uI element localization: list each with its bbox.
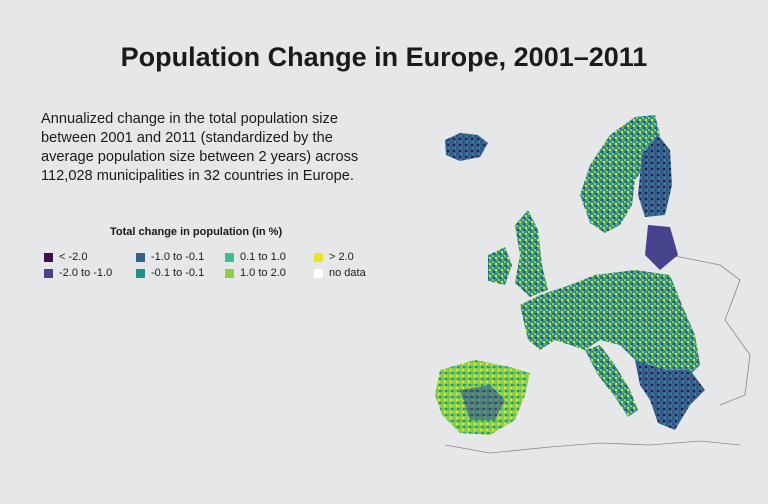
italy <box>585 345 638 417</box>
legend: < -2.0 -2.0 to -1.0 -1.0 to -0.1 -0.1 to… <box>44 251 384 291</box>
legend-swatch <box>314 268 323 278</box>
legend-item: 0.1 to 1.0 <box>225 251 286 263</box>
legend-label: -2.0 to -1.0 <box>59 267 113 279</box>
iberia-interior <box>460 385 505 420</box>
iceland <box>445 133 488 161</box>
legend-label: 1.0 to 2.0 <box>240 267 286 279</box>
page-title: Population Change in Europe, 2001–2011 <box>120 42 648 72</box>
legend-label: -0.1 to -0.1 <box>151 267 205 279</box>
legend-swatch <box>225 268 234 278</box>
legend-swatch <box>44 268 53 278</box>
legend-label: > 2.0 <box>329 251 354 263</box>
finland <box>638 135 672 217</box>
legend-label: 0.1 to 1.0 <box>240 251 286 263</box>
scandinavia <box>580 115 660 233</box>
legend-swatch <box>225 252 234 262</box>
great-britain <box>515 210 548 297</box>
map-description: Annualized change in the total populatio… <box>41 111 359 184</box>
legend-title: Total change in population (in %) <box>110 226 283 238</box>
legend-item: > 2.0 <box>314 251 354 263</box>
legend-label: -1.0 to -0.1 <box>151 251 205 263</box>
legend-item: no data <box>314 267 366 279</box>
legend-item: -2.0 to -1.0 <box>44 267 112 279</box>
legend-label: < -2.0 <box>59 251 88 263</box>
legend-item: -1.0 to -0.1 <box>136 251 204 263</box>
legend-item: 1.0 to 2.0 <box>225 267 286 279</box>
east-border-lines <box>669 254 751 406</box>
legend-swatch <box>136 252 145 262</box>
legend-item: < -2.0 <box>44 251 87 263</box>
legend-swatch <box>314 252 323 262</box>
continental-europe <box>520 270 700 385</box>
north-africa-coast <box>444 440 741 454</box>
legend-swatch <box>136 268 145 278</box>
europe-choropleth-map <box>435 115 751 454</box>
baltic-states <box>645 225 678 270</box>
balkans <box>635 360 705 430</box>
legend-swatch <box>44 252 53 262</box>
legend-label: no data <box>329 267 366 279</box>
legend-item: -0.1 to -0.1 <box>136 267 204 279</box>
ireland <box>488 247 512 285</box>
